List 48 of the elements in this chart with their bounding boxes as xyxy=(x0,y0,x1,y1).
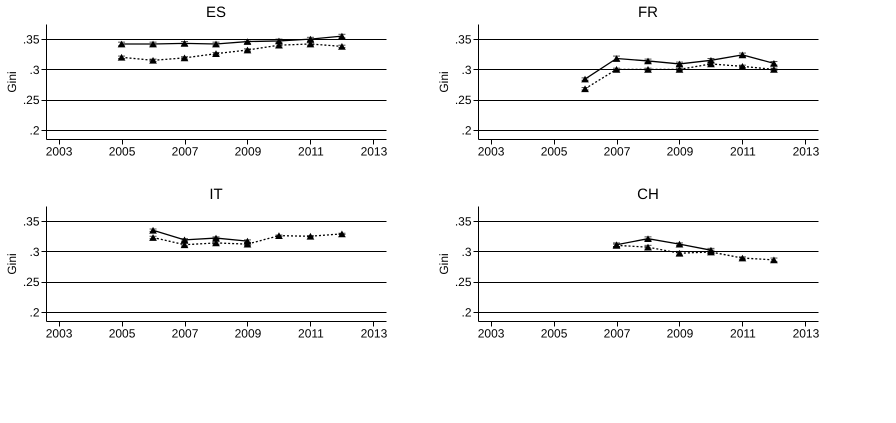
chart-title: ES xyxy=(206,4,226,21)
x-tick-label: 2005 xyxy=(540,144,568,158)
y-tick-label: .25 xyxy=(22,93,40,108)
x-tick-label: 2011 xyxy=(730,326,756,340)
x-tick-label: 2009 xyxy=(234,326,262,340)
x-tick-label: 2003 xyxy=(478,326,505,340)
x-tick-label: 2011 xyxy=(298,144,324,158)
x-tick-label: 2013 xyxy=(360,326,388,340)
y-tick-label: .35 xyxy=(454,214,472,229)
y-tick-label: .35 xyxy=(22,32,40,47)
x-tick-label: 2003 xyxy=(46,144,73,158)
y-axis-title: Gini xyxy=(4,253,19,275)
x-tick-label: 2003 xyxy=(478,144,505,158)
y-axis-title: Gini xyxy=(436,71,451,93)
y-tick-label: .2 xyxy=(29,305,40,320)
x-tick-label: 2013 xyxy=(792,326,820,340)
y-tick-label: .2 xyxy=(461,305,472,320)
chart-title: IT xyxy=(209,186,223,203)
x-tick-label: 2005 xyxy=(108,144,136,158)
y-axis-title: Gini xyxy=(436,253,451,275)
x-tick-label: 2005 xyxy=(540,326,568,340)
x-tick-label: 2007 xyxy=(172,144,199,158)
x-tick-label: 2011 xyxy=(298,326,324,340)
y-tick-label: .25 xyxy=(22,275,40,290)
y-axis-title: Gini xyxy=(4,71,19,93)
y-tick-label: .3 xyxy=(461,244,472,259)
y-tick-label: .25 xyxy=(454,93,472,108)
y-tick-label: .35 xyxy=(22,214,40,229)
x-tick-label: 2009 xyxy=(234,144,262,158)
y-tick-label: .2 xyxy=(461,123,472,138)
y-tick-label: .3 xyxy=(29,244,40,259)
x-tick-label: 2013 xyxy=(360,144,388,158)
x-tick-label: 2007 xyxy=(172,326,199,340)
y-tick-label: .3 xyxy=(461,62,472,77)
y-tick-label: .2 xyxy=(29,123,40,138)
x-tick-label: 2011 xyxy=(730,144,756,158)
x-tick-label: 2007 xyxy=(604,326,631,340)
chart-title: CH xyxy=(637,186,659,203)
y-tick-label: .35 xyxy=(454,32,472,47)
x-tick-label: 2013 xyxy=(792,144,820,158)
y-tick-label: .25 xyxy=(454,275,472,290)
chart-title: FR xyxy=(638,4,658,21)
y-tick-label: .3 xyxy=(29,62,40,77)
x-tick-label: 2009 xyxy=(666,144,694,158)
x-tick-label: 2003 xyxy=(46,326,73,340)
x-tick-label: 2005 xyxy=(108,326,136,340)
x-tick-label: 2009 xyxy=(666,326,694,340)
x-tick-label: 2007 xyxy=(604,144,631,158)
